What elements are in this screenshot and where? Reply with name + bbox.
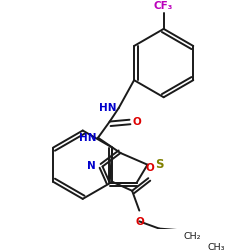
Text: O: O [146,163,154,173]
Text: O: O [132,118,141,128]
Text: HN: HN [79,133,96,143]
Text: CH₃: CH₃ [208,243,225,250]
Text: CH₂: CH₂ [184,232,201,241]
Text: N: N [86,162,95,172]
Text: S: S [155,158,163,171]
Text: CF₃: CF₃ [154,1,173,11]
Text: HN: HN [100,103,117,113]
Text: O: O [136,217,144,227]
